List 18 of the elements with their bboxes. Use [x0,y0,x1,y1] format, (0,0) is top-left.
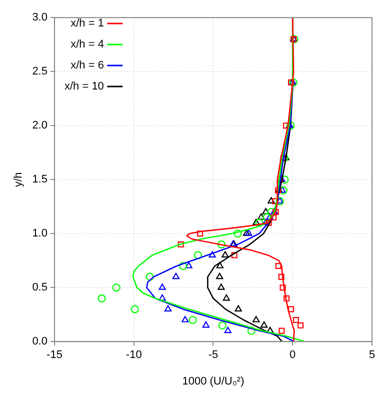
y-tick-label: 2.0 [32,120,48,132]
legend-label: x/h = 10 [64,80,104,93]
x-tick-label: -15 [46,349,62,362]
x-tick-label: 0 [290,349,296,362]
y-tick-label: 1.5 [32,174,48,186]
y-tick-label: 2.5 [32,66,48,78]
x-axis-title: 1000 (U/U₀²) [182,375,244,388]
x-tick-label: -10 [126,349,142,362]
legend-label: x/h = 4 [70,38,104,51]
x-tick-label: -5 [208,349,218,362]
x-tick-label: 5 [368,349,376,362]
legend-label: x/h = 1 [70,18,104,30]
y-tick-label: 0.0 [32,336,48,348]
y-tick-label: 3.0 [32,12,48,24]
legend-label: x/h = 6 [70,60,104,72]
y-tick-label: 0.5 [32,282,48,294]
y-axis-title: y/h [12,172,25,187]
y-tick-label: 1.0 [32,228,48,240]
